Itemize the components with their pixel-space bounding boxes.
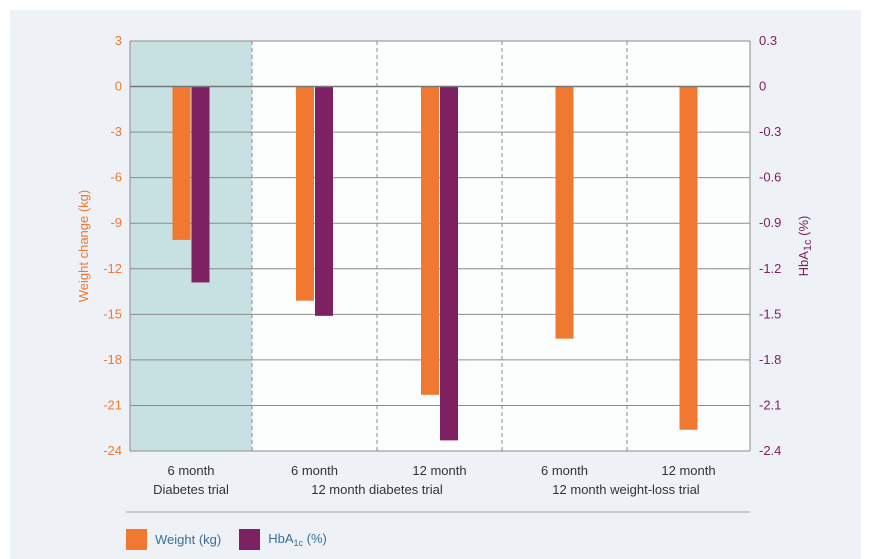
bar-hba1c xyxy=(315,86,333,316)
right-tick-label: -1.2 xyxy=(759,261,781,276)
category-label: 6 month xyxy=(291,463,338,478)
shaded-region xyxy=(130,41,252,451)
legend-label-hba1c: HbA1c (%) xyxy=(268,531,327,548)
left-axis-title: Weight change (kg) xyxy=(76,190,91,303)
right-tick-label: -0.3 xyxy=(759,124,781,139)
legend-swatch-hba1c xyxy=(239,529,261,550)
left-tick-label: -12 xyxy=(103,261,122,276)
left-tick-label: -24 xyxy=(103,443,122,458)
legend-item-weight: Weight (kg) xyxy=(126,529,221,550)
right-axis-title: HbA1c (%) xyxy=(796,216,814,277)
bar-weight xyxy=(172,86,191,240)
right-tick-label: 0 xyxy=(759,79,766,94)
bar-hba1c xyxy=(191,86,210,283)
right-tick-label: -0.6 xyxy=(759,170,781,185)
bar-weight xyxy=(421,86,439,395)
bar-hba1c xyxy=(440,86,458,441)
category-label: 12 month xyxy=(412,463,466,478)
legend-item-hba1c: HbA1c (%) xyxy=(239,529,327,550)
left-tick-label: -6 xyxy=(110,170,122,185)
right-tick-label: -2.1 xyxy=(759,397,781,412)
legend-label-weight: Weight (kg) xyxy=(155,532,222,547)
left-tick-label: -9 xyxy=(110,215,122,230)
right-tick-label: 0.3 xyxy=(759,33,777,48)
category-label: 6 month xyxy=(168,463,215,478)
left-tick-label: 3 xyxy=(115,33,122,48)
right-tick-label: -1.5 xyxy=(759,306,781,321)
group-label: Diabetes trial xyxy=(153,482,229,497)
group-label: 12 month diabetes trial xyxy=(311,482,443,497)
left-tick-label: 0 xyxy=(115,79,122,94)
right-tick-label: -0.9 xyxy=(759,215,781,230)
category-label: 6 month xyxy=(541,463,588,478)
bar-weight xyxy=(679,86,698,430)
bar-weight xyxy=(296,86,314,301)
group-label: 12 month weight-loss trial xyxy=(552,482,700,497)
bar-weight xyxy=(555,86,574,339)
legend-swatch-weight xyxy=(126,529,147,550)
left-tick-label: -18 xyxy=(103,352,122,367)
left-tick-label: -3 xyxy=(110,124,122,139)
left-tick-label: -21 xyxy=(103,397,122,412)
right-tick-label: -2.4 xyxy=(759,443,781,458)
category-label: 12 month xyxy=(661,463,715,478)
right-tick-label: -1.8 xyxy=(759,352,781,367)
legend: Weight (kg) HbA1c (%) xyxy=(126,529,345,550)
left-tick-label: -15 xyxy=(103,306,122,321)
